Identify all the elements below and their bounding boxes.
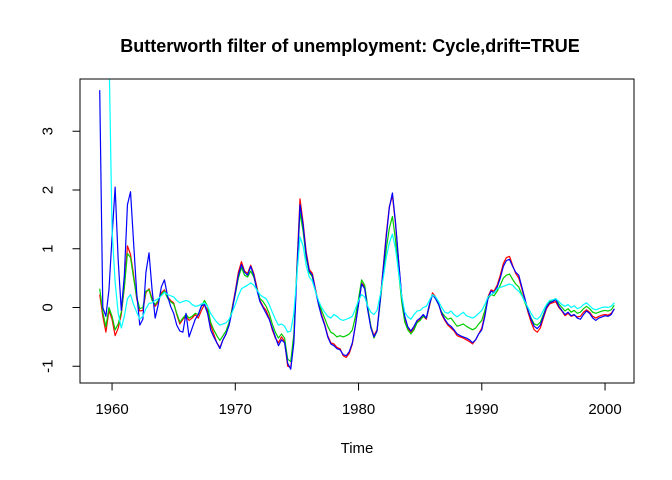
x-tick-label: 1980 bbox=[342, 401, 375, 418]
y-tick-label: 1 bbox=[40, 245, 57, 253]
y-tick-label: 2 bbox=[40, 186, 57, 194]
x-tick-label: 2000 bbox=[588, 401, 621, 418]
x-axis-label: Time bbox=[340, 440, 374, 457]
series-line-cycle-green bbox=[99, 211, 615, 363]
series-line-cycle-cyan bbox=[108, 79, 615, 333]
x-tick-label: 1960 bbox=[95, 401, 128, 418]
y-tick-label: -1 bbox=[40, 360, 57, 373]
chart-title: Butterworth filter of unemployment: Cycl… bbox=[120, 36, 580, 56]
y-tick-label: 3 bbox=[40, 127, 57, 135]
plot-box bbox=[79, 78, 635, 384]
x-tick-label: 1990 bbox=[465, 401, 498, 418]
series-line-cycle-red bbox=[99, 195, 615, 369]
x-tick-label: 1970 bbox=[219, 401, 252, 418]
series-line-cycle-blue bbox=[99, 90, 615, 370]
y-tick-label: 0 bbox=[40, 303, 57, 311]
